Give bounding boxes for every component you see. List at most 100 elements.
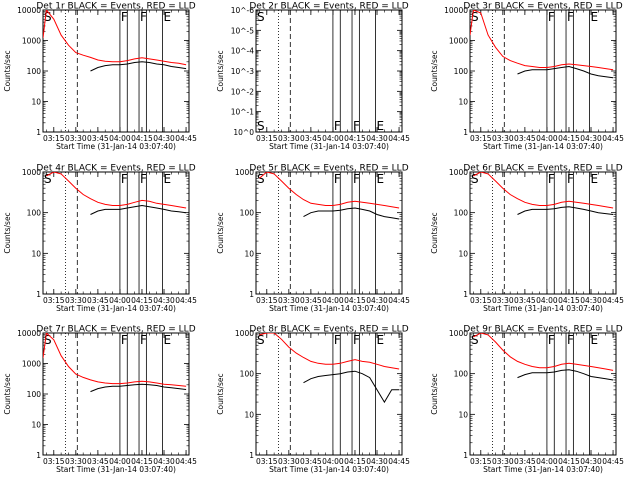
x-tick-label: 04:15 xyxy=(131,134,153,143)
y-tick-label: 1000 xyxy=(22,168,41,177)
y-tick-label: 10 xyxy=(31,421,41,430)
x-tick-label: 03:30 xyxy=(492,134,514,143)
marker-f: F xyxy=(353,172,360,186)
y-tick-label: 10 xyxy=(458,410,468,419)
x-tick-label: 04:15 xyxy=(558,296,580,305)
y-axis-label: Counts/sec xyxy=(3,50,12,91)
detector-plot-7: Det 7r BLACK = Events, RED = LLD 1 10 100 10… xyxy=(3,325,197,475)
x-tick-label: 03:15 xyxy=(43,296,65,305)
x-tick-label: 03:45 xyxy=(87,296,109,305)
plot-title: Det 3r BLACK = Events, RED = LLD xyxy=(463,2,622,12)
marker-s: S xyxy=(257,333,265,347)
y-tick-label: 100 xyxy=(27,209,42,218)
x-tick-label: 03:45 xyxy=(514,296,536,305)
x-tick-label: 03:30 xyxy=(65,134,87,143)
y-tick-label: 1000 xyxy=(22,37,41,46)
x-tick-label: 03:15 xyxy=(470,296,492,305)
x-tick-label: 03:30 xyxy=(278,134,300,143)
x-tick-label: 04:00 xyxy=(536,457,558,466)
black-events-line xyxy=(90,204,187,215)
x-tick-label: 04:30 xyxy=(580,457,602,466)
marker-s: S xyxy=(44,333,52,347)
plot-frame xyxy=(42,171,190,295)
y-tick-label: 1 xyxy=(249,451,254,460)
x-tick-label: 03:45 xyxy=(514,134,536,143)
marker-f: F xyxy=(334,119,341,133)
black-events-line xyxy=(517,206,614,215)
marker-s: S xyxy=(471,10,479,24)
x-tick-label: 04:00 xyxy=(536,134,558,143)
x-tick-label: 04:45 xyxy=(602,457,624,466)
y-tick-label: 10^-4 xyxy=(231,47,255,56)
plot-title: Det 8r BLACK = Events, RED = LLD xyxy=(249,325,408,335)
black-events-line xyxy=(303,370,400,404)
marker-e: E xyxy=(591,333,599,347)
y-tick-label: 10 xyxy=(31,249,41,258)
marker-f: F xyxy=(567,172,574,186)
y-tick-label: 10000 xyxy=(444,6,468,15)
black-events-line xyxy=(90,383,187,393)
detector-plot-9: Det 9r BLACK = Events, RED = LLD 1 10 100 10… xyxy=(430,325,624,475)
x-tick-label: 03:15 xyxy=(256,134,278,143)
x-tick-label: 04:45 xyxy=(602,134,624,143)
y-tick-label: 100 xyxy=(240,209,255,218)
x-tick-label: 04:00 xyxy=(109,134,131,143)
black-events-line xyxy=(517,369,614,381)
y-tick-label: 10^-3 xyxy=(231,67,255,76)
y-axis-label: Counts/sec xyxy=(216,212,225,253)
plot-frame xyxy=(469,332,617,456)
y-tick-label: 1000 xyxy=(449,37,468,46)
marker-e: E xyxy=(591,172,599,186)
marker-e: E xyxy=(164,333,172,347)
x-axis-label: Start Time (31-Jan-14 03:07:40) xyxy=(56,304,176,313)
plot-frame xyxy=(42,332,190,456)
x-axis-label: Start Time (31-Jan-14 03:07:40) xyxy=(483,142,603,151)
y-tick-label: 100 xyxy=(240,370,255,379)
y-axis-label: Counts/sec xyxy=(430,212,439,253)
plot-frame xyxy=(469,9,617,133)
x-tick-label: 04:45 xyxy=(388,457,410,466)
y-tick-label: 10 xyxy=(31,98,41,107)
marker-e: E xyxy=(164,10,172,24)
y-tick-label: 100 xyxy=(454,67,469,76)
x-axis-label: Start Time (31-Jan-14 03:07:40) xyxy=(269,465,389,474)
x-tick-label: 03:30 xyxy=(492,457,514,466)
marker-e: E xyxy=(377,119,385,133)
black-events-line xyxy=(303,207,400,220)
marker-s: S xyxy=(257,10,265,24)
x-axis-label: Start Time (31-Jan-14 03:07:40) xyxy=(56,142,176,151)
y-tick-label: 10 xyxy=(244,410,254,419)
x-tick-label: 03:45 xyxy=(514,457,536,466)
plot-title: Det 4r BLACK = Events, RED = LLD xyxy=(36,164,195,174)
plot-title: Det 9r BLACK = Events, RED = LLD xyxy=(463,325,622,335)
x-axis-label: Start Time (31-Jan-14 03:07:40) xyxy=(483,304,603,313)
marker-f: F xyxy=(121,333,128,347)
marker-f: F xyxy=(334,333,341,347)
y-tick-label: 100 xyxy=(454,370,469,379)
marker-f: F xyxy=(353,333,360,347)
marker-f: F xyxy=(140,172,147,186)
marker-f: F xyxy=(121,10,128,24)
y-axis-label: Counts/sec xyxy=(216,50,225,91)
x-tick-label: 04:30 xyxy=(580,134,602,143)
y-tick-label: 10^-5 xyxy=(231,26,255,35)
red-lld-line xyxy=(259,172,400,209)
series-group xyxy=(259,333,400,404)
y-tick-label: 100 xyxy=(27,390,42,399)
detector-plot-8: Det 8r BLACK = Events, RED = LLD 1 10 100 10… xyxy=(216,325,410,475)
x-tick-label: 03:30 xyxy=(278,296,300,305)
plot-title: Det 2r BLACK = Events, RED = LLD xyxy=(249,2,408,12)
y-tick-label: 1000 xyxy=(235,168,254,177)
plot-title: Det 7r BLACK = Events, RED = LLD xyxy=(36,325,195,335)
series-group xyxy=(470,10,614,79)
series-group xyxy=(46,172,187,215)
red-lld-line xyxy=(43,10,187,66)
x-tick-label: 04:45 xyxy=(175,457,197,466)
marker-f: F xyxy=(334,172,341,186)
y-tick-label: 10^0 xyxy=(233,128,254,137)
x-tick-label: 03:15 xyxy=(256,296,278,305)
marker-e: E xyxy=(591,10,599,24)
y-axis-label: Counts/sec xyxy=(3,212,12,253)
x-tick-label: 04:30 xyxy=(366,134,388,143)
x-tick-label: 03:45 xyxy=(300,296,322,305)
